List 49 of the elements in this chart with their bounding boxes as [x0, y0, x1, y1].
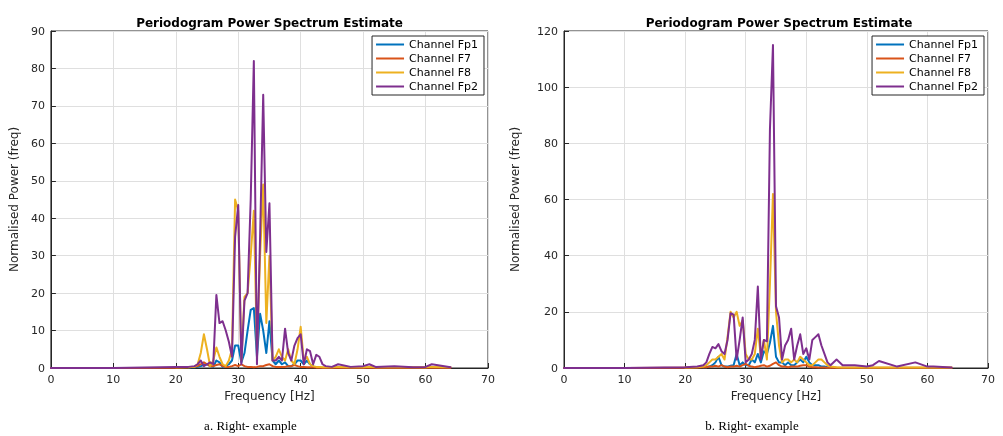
x-tick-label: 10 [106, 373, 121, 386]
x-tick-label: 60 [920, 373, 935, 386]
y-tick-label: 10 [30, 324, 45, 338]
legend-label: Channel F8 [409, 66, 472, 79]
y-tick-label: 70 [30, 99, 45, 113]
legend-label: Channel F7 [909, 52, 972, 65]
x-tick-label: 70 [981, 373, 995, 386]
y-tick-label: 30 [30, 249, 45, 263]
y-axis-title: Normalised Power (freq) [7, 126, 21, 273]
y-tick-label: 80 [30, 61, 45, 75]
legend-label: Channel Fp1 [409, 38, 478, 51]
text: b. Right- example [705, 418, 799, 433]
y-axis-title: Normalised Power (freq) [508, 126, 522, 273]
y-tick-label: 60 [30, 136, 45, 150]
y-tick-label: 20 [544, 305, 558, 319]
x-tick-label: 20 [168, 373, 183, 386]
text: a. Right- example [204, 418, 298, 433]
x-axis-title: Frequency [Hz] [224, 388, 315, 403]
legend-label: Channel F8 [909, 66, 972, 79]
y-tick-label: 80 [544, 136, 558, 150]
x-tick-label: 0 [47, 373, 55, 386]
chart-title: Periodogram Power Spectrum Estimate [645, 16, 913, 30]
x-tick-label: 50 [356, 373, 371, 386]
x-tick-label: 30 [231, 373, 246, 386]
x-tick-label: 60 [418, 373, 433, 386]
y-tick-label: 0 [37, 361, 45, 375]
x-tick-label: 10 [617, 373, 632, 386]
legend-label: Channel Fp1 [909, 38, 978, 51]
chart-title: Periodogram Power Spectrum Estimate [136, 16, 403, 30]
x-tick-label: 20 [678, 373, 693, 386]
y-tick-label: 120 [537, 24, 558, 38]
x-tick-label: 70 [481, 373, 495, 386]
x-tick-label: 50 [859, 373, 874, 386]
y-tick-label: 100 [537, 80, 558, 94]
y-tick-label: 90 [30, 24, 45, 38]
y-tick-label: 40 [544, 249, 558, 263]
x-axis-title: Frequency [Hz] [730, 388, 822, 403]
legend-label: Channel F7 [409, 52, 472, 65]
y-tick-label: 0 [551, 361, 558, 375]
y-tick-label: 60 [544, 193, 558, 206]
y-tick-label: 50 [30, 174, 45, 188]
legend-label: Channel Fp2 [409, 80, 478, 93]
x-tick-label: 40 [799, 373, 814, 386]
y-tick-label: 20 [30, 286, 45, 300]
x-tick-label: 40 [293, 373, 308, 386]
x-tick-label: 0 [560, 373, 568, 386]
y-tick-label: 40 [30, 211, 45, 225]
x-tick-label: 30 [738, 373, 753, 386]
legend-label: Channel Fp2 [909, 80, 978, 93]
